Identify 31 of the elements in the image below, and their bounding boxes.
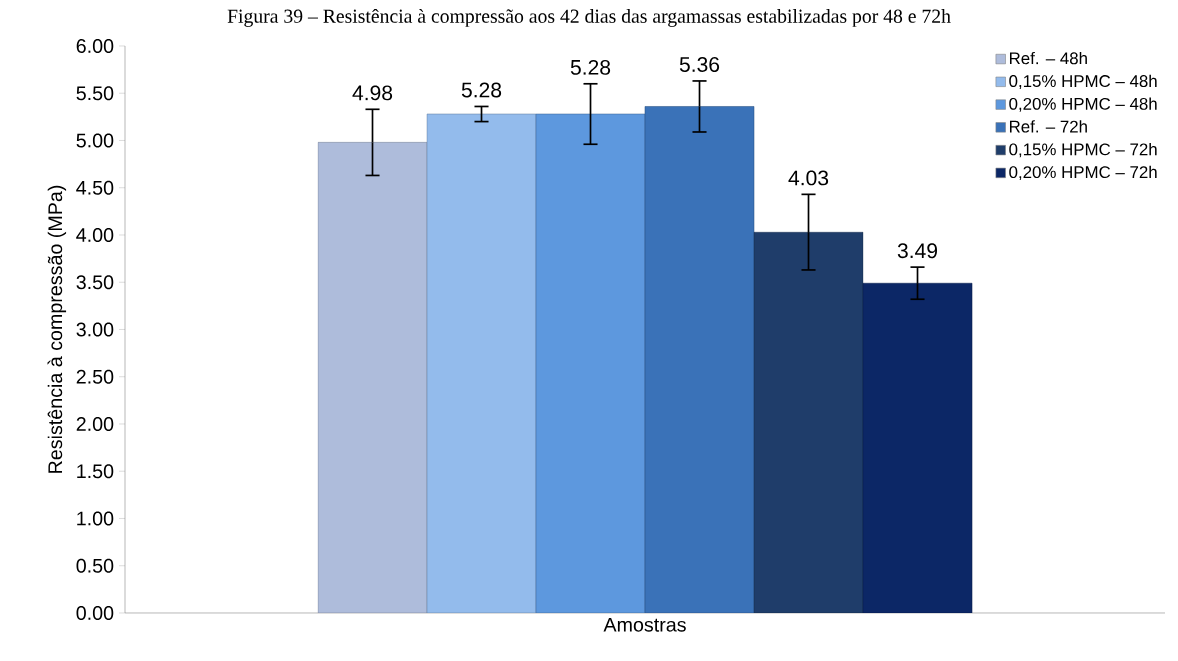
bar bbox=[753, 231, 864, 613]
y-tick-label: 0.50 bbox=[76, 558, 114, 573]
bar bbox=[317, 142, 428, 613]
y-tick-label: 5.50 bbox=[76, 86, 114, 101]
y-tick-label: 3.50 bbox=[76, 275, 114, 290]
legend-label: Ref. – 72h bbox=[1009, 120, 1087, 133]
legend-label: 0,20% HPMC – 48h bbox=[1009, 97, 1157, 112]
y-tick-label: 3.00 bbox=[76, 322, 114, 337]
legend-label: 0,15% HPMC – 72h bbox=[1009, 142, 1157, 158]
data-label: 5.36 bbox=[679, 57, 720, 72]
y-tick-label: 5.00 bbox=[76, 133, 114, 148]
bar bbox=[535, 113, 646, 613]
y-tick-label: 6.00 bbox=[76, 39, 114, 53]
chart-title: Figura 39 – Resistência à compressão aos 42 dias das argamassas estabilizadas por 48 e 72h bbox=[227, 8, 951, 27]
legend-label: 0,15% HPMC – 48h bbox=[1009, 74, 1157, 90]
data-label: 5.28 bbox=[570, 59, 611, 75]
y-axis-title: Resistência à compressão (MPa) bbox=[47, 185, 67, 473]
data-label: 5.28 bbox=[461, 82, 502, 98]
legend-label: Ref. – 48h bbox=[1009, 51, 1087, 65]
data-label: 3.49 bbox=[897, 243, 938, 259]
data-label: 4.03 bbox=[788, 170, 829, 186]
y-tick-label: 0.00 bbox=[76, 606, 114, 620]
y-tick-label: 2.00 bbox=[76, 417, 114, 431]
y-tick-label: 4.50 bbox=[76, 180, 114, 195]
y-tick-label: 4.00 bbox=[76, 228, 114, 242]
x-axis-title: Amostras bbox=[603, 617, 686, 632]
y-tick-label: 1.50 bbox=[77, 464, 114, 479]
data-label: 4.98 bbox=[352, 85, 393, 101]
legend-label: 0,20% HPMC – 72h bbox=[1009, 165, 1157, 181]
y-tick-label: 2.50 bbox=[76, 369, 114, 384]
y-tick-label: 1.00 bbox=[77, 511, 114, 526]
